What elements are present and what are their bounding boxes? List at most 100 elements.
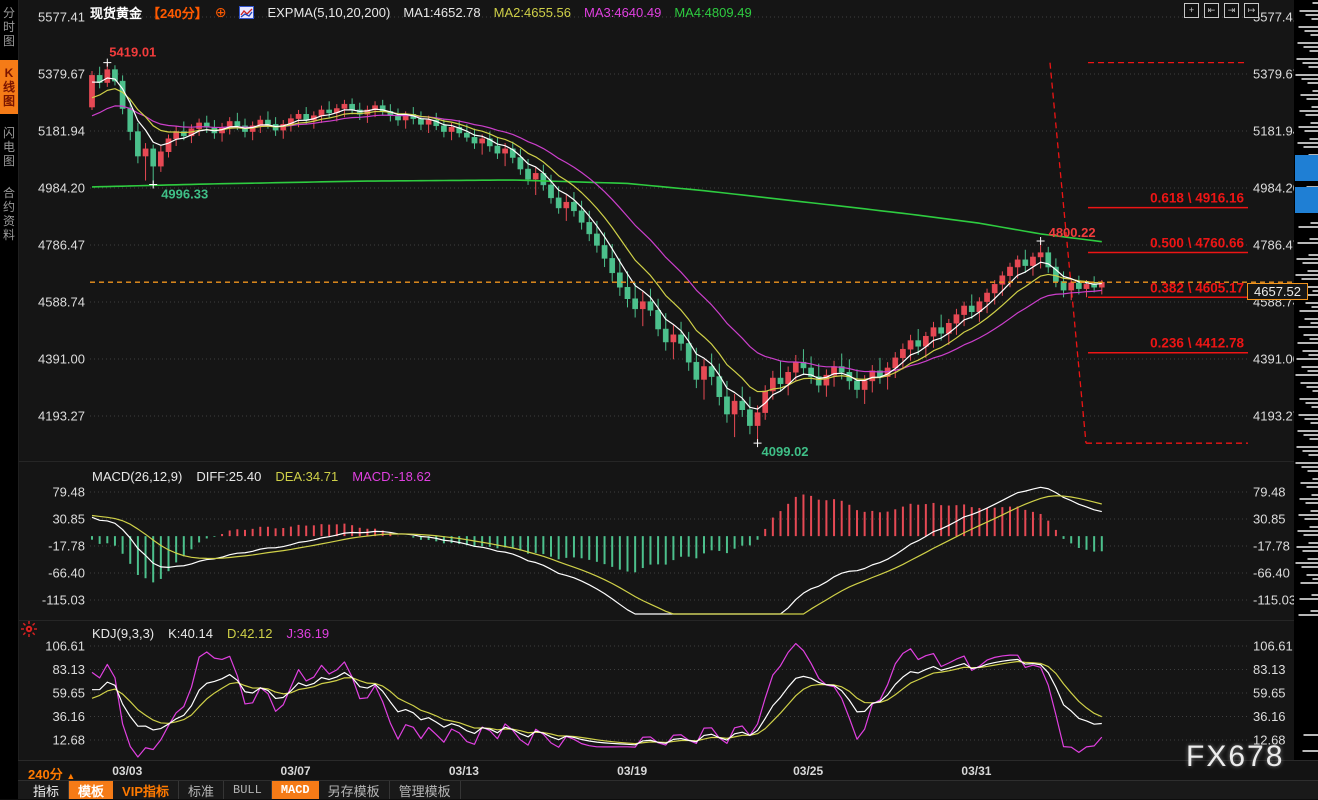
axis-label: 4391.00 xyxy=(1253,352,1300,367)
date-label: 03/13 xyxy=(449,764,479,778)
indicator-name: EXPMA(5,10,20,200) xyxy=(267,5,390,20)
axis-label: 36.16 xyxy=(52,709,85,724)
sidebar-tab-2[interactable]: K 线 图 xyxy=(0,60,18,114)
axis-label: 4984.20 xyxy=(38,181,85,196)
axis-label: 5379.67 xyxy=(1253,67,1300,82)
axis-label: -66.40 xyxy=(48,566,85,581)
ma1-value: MA1:4652.78 xyxy=(403,5,480,20)
axis-label: 4193.27 xyxy=(1253,409,1300,424)
fib-label: 0.500 \ 4760.66 xyxy=(1150,235,1244,250)
toolbar-item-标准[interactable]: 标准 xyxy=(179,781,224,799)
symbol-name: 现货黄金 xyxy=(90,3,142,22)
axis-label: 30.85 xyxy=(1253,512,1286,527)
toolbar-item-VIP指标[interactable]: VIP指标 xyxy=(113,781,179,799)
axis-label: 5181.94 xyxy=(38,124,85,139)
sidebar-tab-1[interactable]: 分 时 图 xyxy=(0,0,18,54)
extreme-price-label: 5419.01 xyxy=(109,45,156,60)
axis-label: 4786.47 xyxy=(1253,238,1300,253)
toolbar-item-模板[interactable]: 模板 xyxy=(69,781,113,799)
price-annotations: 5419.01 4996.33 4800.22 4099.02 xyxy=(103,45,1095,460)
axis-label: 36.16 xyxy=(1253,709,1286,724)
axis-label: 59.65 xyxy=(1253,686,1286,701)
fib-levels: 0.618 \ 4916.16 0.500 \ 4760.66 0.382 \ 46… xyxy=(1088,191,1248,353)
macd-dea-value: DEA:34.71 xyxy=(275,469,338,484)
date-label: 03/19 xyxy=(617,764,647,778)
axis-label: 59.65 xyxy=(52,686,85,701)
current-price-tag: 4657.52 xyxy=(1247,283,1308,300)
axis-label: 4391.00 xyxy=(38,352,85,367)
ma3-value: MA3:4640.49 xyxy=(584,5,661,20)
toolbar-item-管理模板[interactable]: 管理模板 xyxy=(390,781,461,799)
axis-label: 4984.20 xyxy=(1253,181,1300,196)
fib-label: 0.236 \ 4412.78 xyxy=(1150,336,1244,351)
kdj-k-value: K:40.14 xyxy=(168,626,213,641)
ma4-value: MA4:4809.49 xyxy=(674,5,751,20)
macd-value: MACD:-18.62 xyxy=(352,469,431,484)
axis-label: -17.78 xyxy=(1253,539,1290,554)
sidebar-tab-4[interactable]: 合 约 资 料 xyxy=(0,180,18,248)
d-line xyxy=(92,662,1102,744)
extreme-price-label: 4996.33 xyxy=(161,187,208,202)
macd-diff-value: DIFF:25.40 xyxy=(196,469,261,484)
macd-title: MACD(26,12,9) xyxy=(92,469,182,484)
toolbar-item-BULL[interactable]: BULL xyxy=(224,781,272,799)
k-line xyxy=(92,659,1102,744)
axis-label: 5181.94 xyxy=(1253,124,1300,139)
chart-tool-buttons: + ⇤ ⇥ ↦ xyxy=(1184,3,1259,18)
alert-sun-icon xyxy=(20,620,38,638)
kdj-header: KDJ(9,3,3) K:40.14 D:42.12 J:36.19 xyxy=(92,626,329,641)
period-badge: 【240分】 xyxy=(147,3,208,22)
volume-profile-column xyxy=(1294,0,1318,782)
date-label: 03/03 xyxy=(112,764,142,778)
crosshair-icon[interactable]: + xyxy=(1184,3,1199,18)
toolbar-item-指标[interactable]: 指标 xyxy=(24,781,69,799)
axis-label: 12.68 xyxy=(52,733,85,748)
axis-label: 4193.27 xyxy=(38,409,85,424)
axis-label: -17.78 xyxy=(48,539,85,554)
axis-label: 4786.47 xyxy=(38,238,85,253)
date-label: 03/31 xyxy=(961,764,991,778)
axis-label: 79.48 xyxy=(52,485,85,500)
date-label: 03/25 xyxy=(793,764,823,778)
scale-right-icon[interactable]: ⇥ xyxy=(1224,3,1239,18)
axis-label: 30.85 xyxy=(52,512,85,527)
axis-label: 83.13 xyxy=(1253,662,1286,677)
axis-label: 106.61 xyxy=(1253,639,1293,654)
shift-right-icon[interactable]: ↦ xyxy=(1244,3,1259,18)
fib-label: 0.382 \ 4605.17 xyxy=(1150,280,1244,295)
axis-label: 79.48 xyxy=(1253,485,1286,500)
axis-label: -115.03 xyxy=(1253,593,1296,608)
profile-marker xyxy=(1295,187,1318,213)
fib-label: 0.618 \ 4916.16 xyxy=(1150,191,1244,206)
kdj-title: KDJ(9,3,3) xyxy=(92,626,154,641)
profile-marker xyxy=(1295,155,1318,181)
axis-label: 4588.74 xyxy=(38,295,85,310)
kdj-j-value: J:36.19 xyxy=(287,626,330,641)
toolbar-item-MACD[interactable]: MACD xyxy=(272,781,319,799)
extreme-price-label: 4800.22 xyxy=(1049,225,1096,240)
macd-panel xyxy=(92,487,1102,614)
link-circle-icon[interactable]: ⊕ xyxy=(215,4,227,21)
axis-label: 5577.41 xyxy=(38,10,85,25)
axis-label: -115.03 xyxy=(42,593,85,608)
ma2-value: MA2:4655.56 xyxy=(494,5,571,20)
toolbar-item-另存模板[interactable]: 另存模板 xyxy=(319,781,390,799)
axis-label: 5379.67 xyxy=(38,67,85,82)
scale-left-icon[interactable]: ⇤ xyxy=(1204,3,1219,18)
watermark: FX678 xyxy=(1186,740,1284,774)
chart-type-icon[interactable] xyxy=(239,6,254,19)
sidebar-tab-3[interactable]: 闪 电 图 xyxy=(0,120,18,174)
sidebar: 分 时 图 K 线 图闪 电 图合 约 资 料 xyxy=(0,0,19,799)
axis-label: 83.13 xyxy=(52,662,85,677)
date-label: 03/07 xyxy=(281,764,311,778)
axis-label: -66.40 xyxy=(1253,566,1290,581)
extreme-price-label: 4099.02 xyxy=(762,444,809,459)
axis-label: 106.61 xyxy=(45,639,85,654)
macd-header: MACD(26,12,9) DIFF:25.40 DEA:34.71 MACD:… xyxy=(92,469,431,484)
chart-header: 现货黄金 【240分】 ⊕ EXPMA(5,10,20,200) MA1:465… xyxy=(90,3,752,22)
candlesticks xyxy=(89,63,1104,444)
kdj-d-value: D:42.12 xyxy=(227,626,273,641)
